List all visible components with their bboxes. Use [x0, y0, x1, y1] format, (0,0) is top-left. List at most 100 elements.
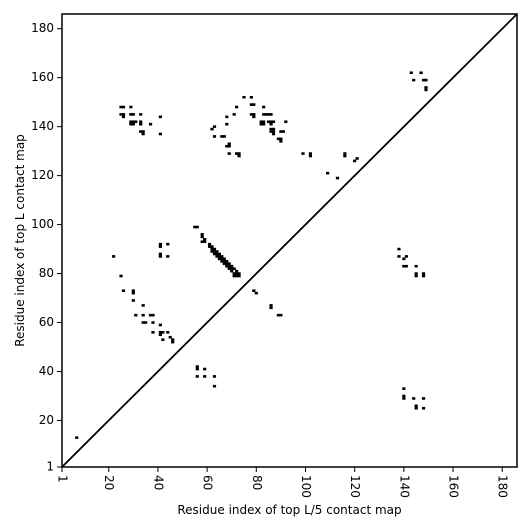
contact-point — [249, 95, 253, 99]
y-tick-label: 180 — [31, 21, 54, 35]
contact-point — [419, 71, 423, 75]
contact-point — [151, 331, 155, 334]
contact-point — [414, 404, 418, 408]
contact-point — [252, 115, 256, 119]
contact-point — [237, 154, 241, 158]
contact-point — [212, 125, 217, 128]
contact-point — [129, 122, 133, 126]
contact-point — [119, 113, 123, 116]
contact-point — [235, 105, 239, 109]
contact-point — [262, 113, 266, 116]
contact-point — [222, 135, 226, 138]
contact-point — [259, 122, 263, 126]
contact-point — [232, 274, 236, 278]
contact-point — [166, 242, 170, 246]
contact-point — [227, 142, 231, 146]
x-tick-label: 80 — [250, 475, 264, 490]
contact-point — [139, 130, 143, 133]
contact-point — [212, 375, 217, 378]
contact-point — [131, 113, 135, 116]
contact-point — [139, 122, 143, 126]
y-tick-label: 120 — [31, 168, 54, 182]
contact-point — [269, 113, 273, 116]
contact-point — [141, 132, 145, 136]
contact-point — [171, 338, 175, 341]
contact-point — [343, 152, 347, 155]
contact-point — [225, 144, 229, 148]
contact-point — [119, 274, 123, 278]
contact-point — [141, 304, 145, 307]
contact-point — [249, 103, 253, 106]
contact-point — [158, 323, 162, 327]
contact-point — [237, 272, 241, 275]
plot-frame — [61, 13, 518, 468]
y-tick-label: 20 — [39, 413, 54, 427]
contact-point — [259, 120, 263, 124]
points-layer — [75, 71, 428, 439]
contact-point — [212, 384, 217, 388]
contact-point — [409, 71, 413, 75]
y-tick-label: 100 — [31, 217, 54, 231]
contact-point — [237, 152, 241, 155]
x-tick-label: 140 — [397, 475, 411, 498]
contact-point — [252, 103, 256, 106]
contact-point — [203, 237, 207, 241]
contact-point — [141, 130, 145, 133]
contact-point — [225, 260, 229, 263]
contact-point — [402, 387, 406, 390]
contact-point — [227, 152, 231, 155]
contact-point — [131, 289, 135, 292]
contact-point — [225, 115, 229, 119]
contact-point — [252, 113, 256, 116]
y-tick-label: 140 — [31, 119, 54, 133]
contact-point — [254, 291, 258, 295]
contact-point — [75, 436, 79, 439]
contact-point — [269, 120, 273, 124]
contact-point — [161, 331, 165, 334]
contact-point — [158, 333, 162, 337]
contact-point — [402, 264, 406, 268]
contact-point — [269, 122, 273, 126]
contact-point — [212, 252, 217, 256]
contact-point — [262, 105, 266, 109]
contact-point — [203, 367, 207, 371]
contact-point — [227, 144, 231, 148]
contact-point — [158, 132, 162, 136]
contact-point — [171, 340, 175, 344]
contact-point — [220, 260, 224, 263]
contact-point — [215, 250, 219, 253]
contact-point — [131, 299, 135, 302]
contact-point — [200, 233, 204, 236]
contact-point — [212, 135, 217, 138]
contact-point — [227, 267, 231, 270]
contact-point — [158, 242, 162, 246]
contact-point — [131, 291, 135, 295]
contact-point — [129, 113, 133, 116]
contact-point — [158, 115, 162, 119]
contact-point — [121, 113, 126, 116]
contact-point — [227, 262, 231, 266]
contact-point — [141, 313, 145, 317]
contact-point — [230, 267, 234, 270]
contact-point — [276, 313, 281, 317]
contact-point — [271, 130, 276, 133]
contact-point — [131, 120, 135, 124]
contact-point — [264, 113, 268, 116]
contact-point — [308, 152, 313, 155]
contact-point — [131, 122, 135, 126]
contact-point — [215, 252, 219, 256]
contact-point — [308, 154, 313, 158]
contact-point — [235, 152, 239, 155]
contact-point — [158, 255, 162, 258]
y-tick-label: 80 — [39, 266, 54, 280]
contact-point — [151, 321, 155, 324]
x-tick-label: 20 — [102, 475, 116, 490]
contact-point — [151, 313, 155, 317]
contact-point — [262, 120, 266, 124]
contact-point — [195, 225, 199, 229]
contact-point — [326, 171, 330, 175]
contact-point — [121, 115, 126, 119]
contact-point — [210, 127, 214, 131]
